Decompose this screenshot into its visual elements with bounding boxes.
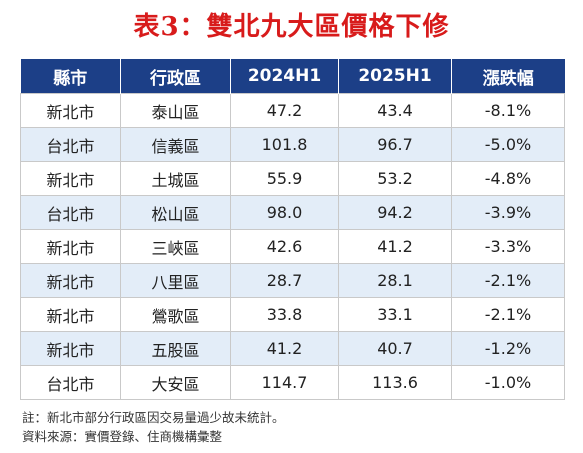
cell-county: 台北市	[20, 127, 121, 162]
cell-county: 新北市	[20, 229, 121, 264]
table-row: 新北市 五股區 41.2 40.7 -1.2%	[20, 331, 565, 366]
table-row: 新北市 土城區 55.9 53.2 -4.8%	[20, 161, 565, 196]
cell-change: -8.1%	[451, 93, 565, 128]
table-row: 新北市 三峽區 42.6 41.2 -3.3%	[20, 229, 565, 264]
column-header-district: 行政區	[120, 59, 231, 94]
cell-2024h1: 98.0	[230, 195, 339, 230]
cell-county: 新北市	[20, 161, 121, 196]
cell-2025h1: 40.7	[338, 331, 452, 366]
cell-2025h1: 113.6	[338, 365, 452, 400]
cell-county: 新北市	[20, 93, 121, 128]
cell-change: -3.3%	[451, 229, 565, 264]
cell-change: -1.2%	[451, 331, 565, 366]
table-row: 新北市 八里區 28.7 28.1 -2.1%	[20, 263, 565, 298]
table-row: 台北市 信義區 101.8 96.7 -5.0%	[20, 127, 565, 162]
price-table: 縣市 行政區 2024H1 2025H1 漲跌幅 新北市 泰山區 47.2 43.4-…	[20, 59, 565, 400]
column-header-2024h1: 2024H1	[230, 59, 339, 94]
cell-change: -1.0%	[451, 365, 565, 400]
cell-county: 新北市	[20, 297, 121, 332]
table-row: 台北市 大安區 114.7 113.6 -1.0%	[20, 365, 565, 400]
cell-2024h1: 41.2	[230, 331, 339, 366]
cell-district: 鶯歌區	[120, 297, 231, 332]
cell-district: 八里區	[120, 263, 231, 298]
cell-2024h1: 114.7	[230, 365, 339, 400]
cell-2025h1: 94.2	[338, 195, 452, 230]
cell-change: -5.0%	[451, 127, 565, 162]
cell-2024h1: 28.7	[230, 263, 339, 298]
footnotes: 註：新北市部分行政區因交易量過少故未統計。 資料來源：實價登錄、住商機構彙整	[22, 408, 285, 446]
table-row: 新北市 泰山區 47.2 43.4 -8.1%	[20, 93, 565, 128]
cell-county: 新北市	[20, 263, 121, 298]
cell-change: -3.9%	[451, 195, 565, 230]
cell-county: 台北市	[20, 365, 121, 400]
cell-change: -4.8%	[451, 161, 565, 196]
cell-2024h1: 33.8	[230, 297, 339, 332]
cell-district: 大安區	[120, 365, 231, 400]
cell-change: -2.1%	[451, 297, 565, 332]
header-row: 縣市 行政區 2024H1 2025H1 漲跌幅	[20, 59, 565, 94]
cell-district: 三峽區	[120, 229, 231, 264]
cell-2025h1: 96.7	[338, 127, 452, 162]
footnote-source: 資料來源：實價登錄、住商機構彙整	[22, 429, 223, 444]
table-row: 新北市 鶯歌區 33.8 33.1 -2.1%	[20, 297, 565, 332]
cell-district: 松山區	[120, 195, 231, 230]
cell-2025h1: 28.1	[338, 263, 452, 298]
cell-2025h1: 33.1	[338, 297, 452, 332]
cell-change: -2.1%	[451, 263, 565, 298]
cell-2025h1: 43.4	[338, 93, 452, 128]
column-header-county: 縣市	[20, 59, 121, 94]
cell-2024h1: 55.9	[230, 161, 339, 196]
cell-district: 泰山區	[120, 93, 231, 128]
footnote-note: 註：新北市部分行政區因交易量過少故未統計。	[22, 410, 285, 425]
column-header-2025h1: 2025H1	[338, 59, 452, 94]
cell-county: 新北市	[20, 331, 121, 366]
cell-county: 台北市	[20, 195, 121, 230]
cell-2025h1: 53.2	[338, 161, 452, 196]
table-row: 台北市 松山區 98.0 94.2 -3.9%	[20, 195, 565, 230]
cell-2024h1: 47.2	[230, 93, 339, 128]
column-header-change: 漲跌幅	[451, 59, 565, 94]
table-title: 表3：雙北九大區價格下修	[133, 12, 450, 42]
cell-district: 五股區	[120, 331, 231, 366]
cell-2024h1: 101.8	[230, 127, 339, 162]
cell-district: 土城區	[120, 161, 231, 196]
cell-district: 信義區	[120, 127, 231, 162]
cell-2024h1: 42.6	[230, 229, 339, 264]
cell-2025h1: 41.2	[338, 229, 452, 264]
